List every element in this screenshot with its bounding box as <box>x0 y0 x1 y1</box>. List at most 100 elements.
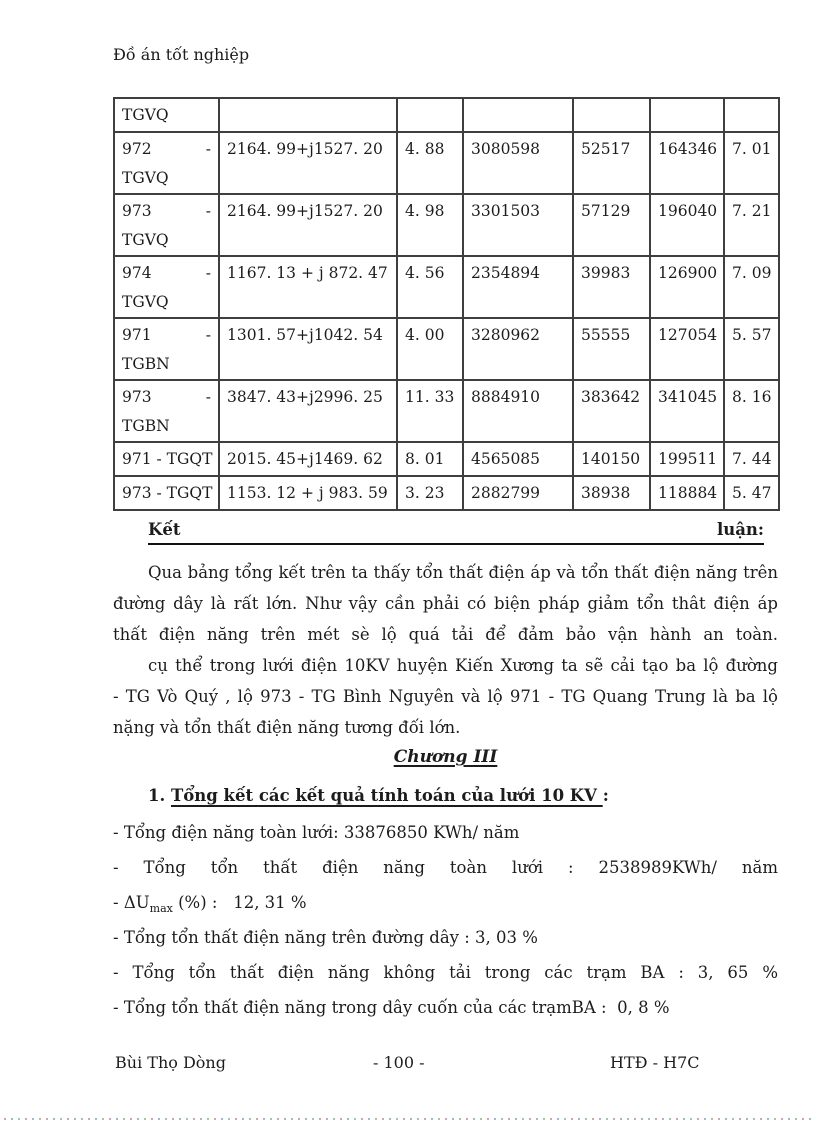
route-name: 971 - TGQT <box>122 450 213 468</box>
value-cell <box>396 97 464 133</box>
section-heading: 1. Tổng kết các kết quả tính toán của lư… <box>148 781 778 811</box>
route-name: 971 <box>122 326 152 344</box>
value-cell: 7. 09 <box>723 255 780 319</box>
power-cell: 2164. 99+j1527. 20 <box>218 131 398 195</box>
route-name: 973 - TGQT <box>122 484 213 502</box>
table-row: 971 - TGQT 2015. 45+j1469. 62 8. 01 4565… <box>113 441 780 477</box>
route-name2: TGBN <box>122 417 170 435</box>
route-name: 974 <box>122 264 152 282</box>
value-cell: 7. 01 <box>723 131 780 195</box>
power-cell: 2015. 45+j1469. 62 <box>218 441 398 477</box>
chapter-title: Chương III <box>393 747 498 767</box>
delta-u-value: (%) : 12, 31 % <box>172 893 307 912</box>
summary-item-total-loss: - Tổng tổn thất điện năng toàn lưới : 25… <box>113 858 778 877</box>
section-title: Tổng kết các kết quả tính toán của lưới … <box>170 786 603 805</box>
value-cell: 127054 <box>649 317 725 381</box>
summary-list: - Tổng điện năng toàn lưới: 33876850 KWh… <box>113 815 778 1025</box>
route-cell: 971 - TGQT <box>113 441 220 477</box>
value-cell <box>649 97 725 133</box>
value-cell: 3080598 <box>462 131 574 195</box>
route-name: 972 <box>122 140 152 158</box>
route-cell: 974 - TGVQ <box>113 255 220 319</box>
value-cell: 5. 47 <box>723 475 780 511</box>
value-cell: 3280962 <box>462 317 574 381</box>
route-dash: - <box>205 140 211 158</box>
route-name2: TGVQ <box>122 293 169 311</box>
summary-item-delta-u: - ΔUmax (%) : 12, 31 % <box>113 885 778 920</box>
value-cell: 164346 <box>649 131 725 195</box>
value-cell: 7. 21 <box>723 193 780 257</box>
conclusion-heading-left: Kết <box>148 520 181 539</box>
value-cell: 140150 <box>572 441 651 477</box>
power-cell <box>218 97 398 133</box>
conclusion-heading: Kết luận: <box>148 519 764 545</box>
value-cell: 5. 57 <box>723 317 780 381</box>
value-cell <box>723 97 780 133</box>
route-name: TGVQ <box>122 106 169 124</box>
summary-item-line-loss: - Tổng tổn thất điện năng trên đường dây… <box>113 928 538 947</box>
value-cell: 4. 88 <box>396 131 464 195</box>
value-cell: 3301503 <box>462 193 574 257</box>
power-cell: 1153. 12 + j 983. 59 <box>218 475 398 511</box>
power-cell: 2164. 99+j1527. 20 <box>218 193 398 257</box>
table-row: 972 - TGVQ 2164. 99+j1527. 20 4. 88 308059… <box>113 131 780 195</box>
value-cell <box>462 97 574 133</box>
page-header-title: Đồ án tốt nghiệp <box>113 45 250 64</box>
value-cell: 118884 <box>649 475 725 511</box>
paragraph-line: cụ thể trong lưới điện 10KV huyện Kiến X… <box>148 656 778 675</box>
value-cell: 2354894 <box>462 255 574 319</box>
route-cell: TGVQ <box>113 97 220 133</box>
value-cell: 38938 <box>572 475 651 511</box>
value-cell: 199511 <box>649 441 725 477</box>
value-cell: 8. 16 <box>723 379 780 443</box>
delta-u-prefix: - ΔU <box>113 893 150 912</box>
route-name2: TGVQ <box>122 231 169 249</box>
route-cell: 973 - TGVQ <box>113 193 220 257</box>
route-cell: 973 - TGBN <box>113 379 220 443</box>
power-cell: 1167. 13 + j 872. 47 <box>218 255 398 319</box>
table-row: 973 - TGBN 3847. 43+j2996. 25 11. 33 88849… <box>113 379 780 443</box>
page-bottom-dotted-line <box>4 1118 812 1120</box>
value-cell: 4. 56 <box>396 255 464 319</box>
value-cell: 8884910 <box>462 379 574 443</box>
value-cell: 4. 98 <box>396 193 464 257</box>
delta-u-subscript: max <box>149 902 173 915</box>
paragraph-line: đường dây là rất lớn. Như vậy cần phải c… <box>113 594 778 613</box>
conclusion-heading-right: luận: <box>716 520 764 539</box>
route-dash: - <box>205 264 211 282</box>
summary-item-noload-loss: - Tổng tổn thất điện năng không tải tron… <box>113 963 778 982</box>
footer-author: Bùi Thọ Dòng <box>115 1053 226 1072</box>
route-cell: 972 - TGVQ <box>113 131 220 195</box>
value-cell: 2882799 <box>462 475 574 511</box>
value-cell: 7. 44 <box>723 441 780 477</box>
table-row: 974 - TGVQ 1167. 13 + j 872. 47 4. 56 2354… <box>113 255 780 319</box>
route-dash: - <box>205 388 211 406</box>
paragraph-line: thất điện năng trên mét sè lộ quá tải để… <box>113 625 778 644</box>
table-row: TGVQ <box>113 97 780 133</box>
value-cell: 4565085 <box>462 441 574 477</box>
results-table: TGVQ 972 - TGVQ 2164. 99+j1527. 20 4. 88 3… <box>113 97 780 511</box>
power-cell: 1301. 57+j1042. 54 <box>218 317 398 381</box>
value-cell: 11. 33 <box>396 379 464 443</box>
table-row: 973 - TGVQ 2164. 99+j1527. 20 4. 98 330150… <box>113 193 780 257</box>
route-dash: - <box>205 326 211 344</box>
paragraph-line: nặng và tổn thất điện năng tương đối lớn… <box>113 718 461 737</box>
value-cell: 341045 <box>649 379 725 443</box>
summary-item-total-energy: - Tổng điện năng toàn lưới: 33876850 KWh… <box>113 823 520 842</box>
route-name: 973 <box>122 202 152 220</box>
value-cell: 55555 <box>572 317 651 381</box>
value-cell: 39983 <box>572 255 651 319</box>
value-cell: 383642 <box>572 379 651 443</box>
value-cell: 126900 <box>649 255 725 319</box>
summary-item-winding-loss: - Tổng tổn thất điện năng trong dây cuốn… <box>113 998 670 1017</box>
value-cell: 8. 01 <box>396 441 464 477</box>
route-dash: - <box>205 202 211 220</box>
table-row: 973 - TGQT 1153. 12 + j 983. 59 3. 23 28… <box>113 475 780 511</box>
value-cell: 52517 <box>572 131 651 195</box>
value-cell: 196040 <box>649 193 725 257</box>
route-name2: TGVQ <box>122 169 169 187</box>
footer-class-code: HTĐ - H7C <box>610 1053 700 1072</box>
conclusion-paragraphs: Qua bảng tổng kết trên ta thấy tổn thất … <box>113 557 778 743</box>
route-name2: TGBN <box>122 355 170 373</box>
